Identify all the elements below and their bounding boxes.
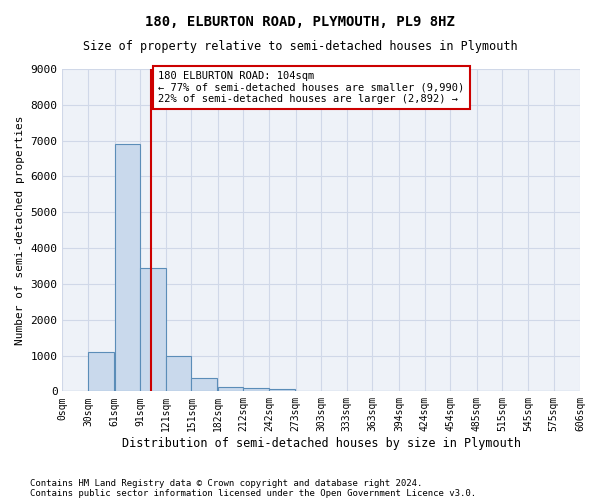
Bar <box>140 268 166 392</box>
Text: Size of property relative to semi-detached houses in Plymouth: Size of property relative to semi-detach… <box>83 40 517 53</box>
Text: Contains HM Land Registry data © Crown copyright and database right 2024.: Contains HM Land Registry data © Crown c… <box>30 478 422 488</box>
Text: Contains public sector information licensed under the Open Government Licence v3: Contains public sector information licen… <box>30 488 476 498</box>
Bar <box>115 144 140 392</box>
X-axis label: Distribution of semi-detached houses by size in Plymouth: Distribution of semi-detached houses by … <box>122 437 521 450</box>
Y-axis label: Number of semi-detached properties: Number of semi-detached properties <box>15 116 25 345</box>
Text: 180 ELBURTON ROAD: 104sqm
← 77% of semi-detached houses are smaller (9,990)
22% : 180 ELBURTON ROAD: 104sqm ← 77% of semi-… <box>158 71 464 104</box>
Text: 180, ELBURTON ROAD, PLYMOUTH, PL9 8HZ: 180, ELBURTON ROAD, PLYMOUTH, PL9 8HZ <box>145 15 455 29</box>
Bar <box>218 386 244 392</box>
Bar <box>88 352 113 392</box>
Bar <box>166 356 191 392</box>
Bar <box>269 389 295 392</box>
Bar <box>244 388 269 392</box>
Bar <box>191 378 217 392</box>
